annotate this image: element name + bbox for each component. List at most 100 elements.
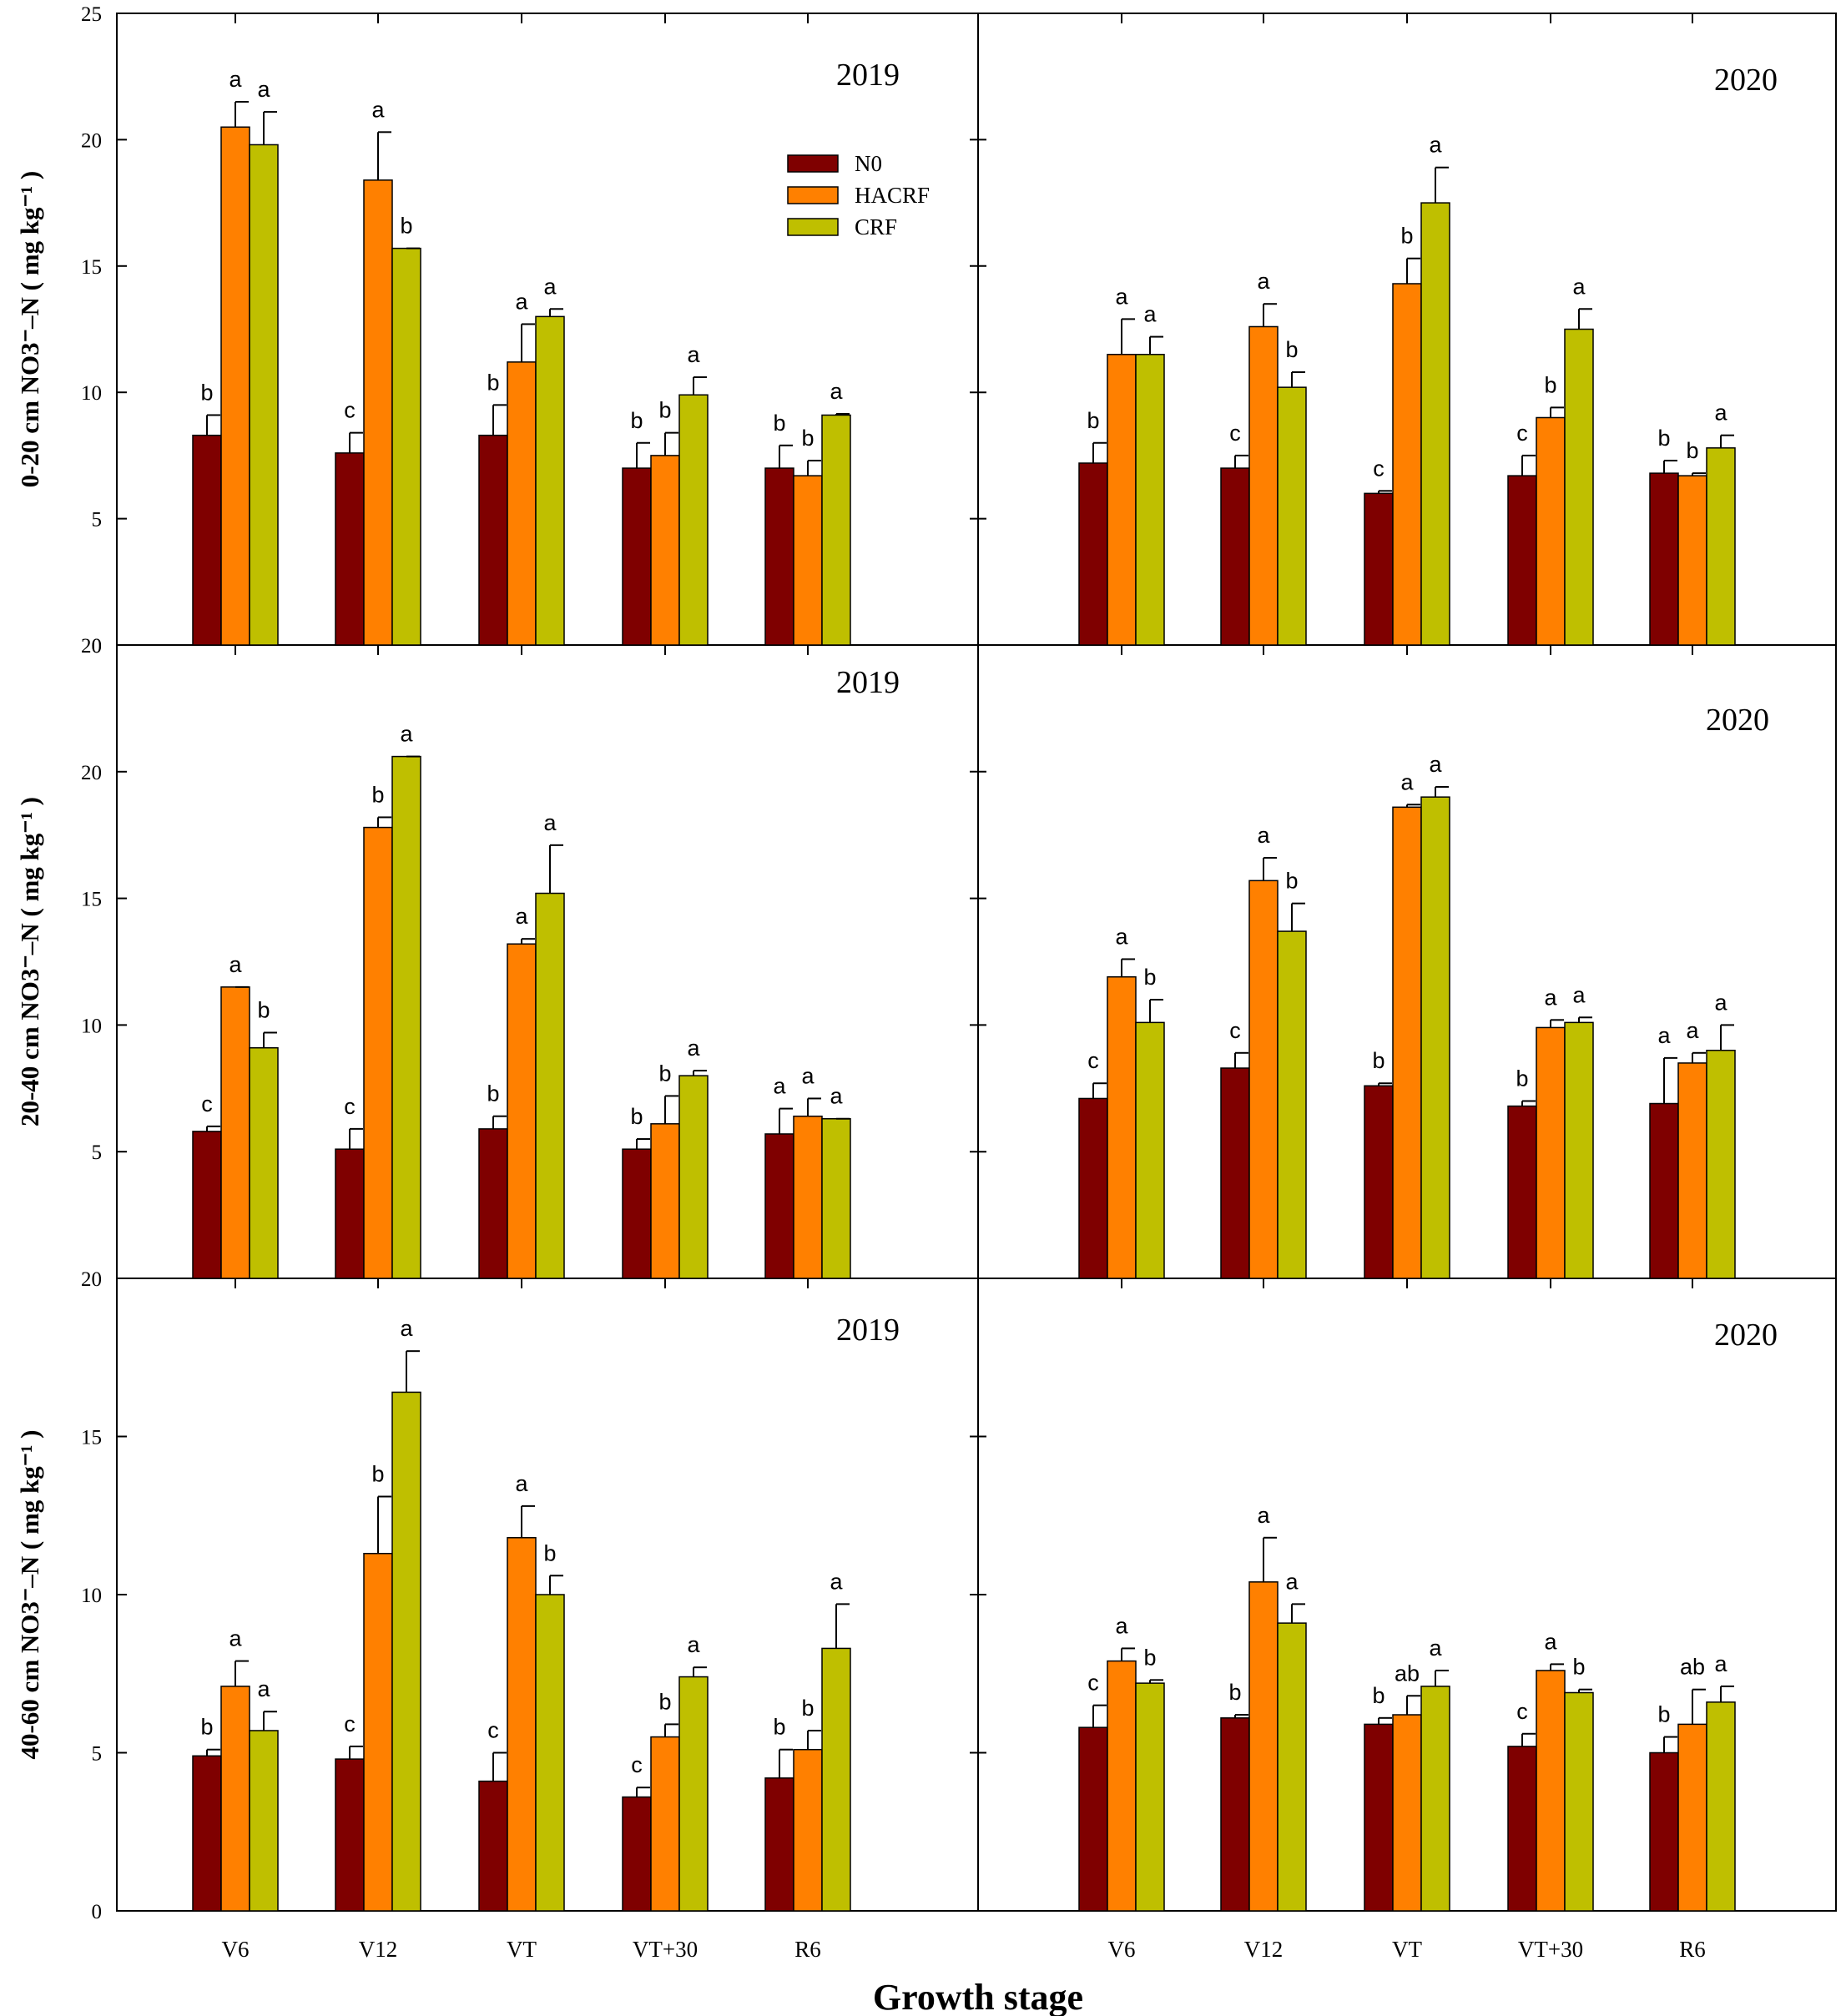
bar-HACRF-VT+30 xyxy=(650,1123,680,1279)
bar-CRF-V6 xyxy=(1135,354,1165,646)
bar-CRF-VT+30 xyxy=(1564,1691,1594,1912)
bar-N0-R6 xyxy=(764,1133,794,1279)
bar-HACRF-V6 xyxy=(1107,1660,1137,1912)
x-tick-label: VT+30 xyxy=(1518,1937,1583,1962)
significance-letter: a xyxy=(1714,1651,1727,1676)
significance-letter: a xyxy=(1257,269,1270,294)
significance-letter: c xyxy=(201,1091,213,1116)
bar-CRF-V12 xyxy=(391,1391,421,1912)
significance-letter: a xyxy=(229,1626,242,1651)
significance-letter: c xyxy=(1229,1018,1241,1043)
significance-letter: a xyxy=(229,952,242,977)
bar-HACRF-V6 xyxy=(1107,975,1137,1279)
x-tick-label: VT+30 xyxy=(633,1937,698,1962)
bar-N0-V6 xyxy=(1078,1726,1108,1912)
significance-letter: a xyxy=(830,379,843,404)
row-3: 0 5 10 15 40-60 cm NO3⁻–N ( mg kg⁻¹ ) 2019 b c c… xyxy=(15,1278,1778,1923)
significance-letter: a xyxy=(257,1676,270,1701)
significance-letter: b xyxy=(658,1689,671,1714)
significance-letter: a xyxy=(1572,274,1586,299)
legend-swatch-N0 xyxy=(787,154,839,173)
bar-N0-VT+30 xyxy=(1507,1105,1537,1279)
x-tick-label: V6 xyxy=(222,1937,250,1962)
bar-CRF-VT xyxy=(1420,202,1450,646)
significance-letter: a xyxy=(1143,302,1157,327)
significance-letter: b xyxy=(1143,965,1156,990)
bar-CRF-VT+30 xyxy=(1564,1021,1594,1279)
bar-N0-R6 xyxy=(764,467,794,646)
bar-HACRF-R6 xyxy=(793,1115,823,1279)
significance-letter: a xyxy=(400,722,413,747)
bar-HACRF-V6 xyxy=(220,1686,250,1912)
bar-N0-VT xyxy=(1364,492,1394,646)
significance-letter: a xyxy=(1657,1023,1671,1048)
panel-year-label: 2019 xyxy=(836,58,900,93)
bar-CRF-VT+30 xyxy=(678,1075,709,1279)
x-tick-label: R6 xyxy=(794,1937,821,1962)
y-axis-title: 20-40 cm NO3⁻–N ( mg kg⁻¹ ) xyxy=(15,797,44,1126)
bar-CRF-VT+30 xyxy=(678,1676,709,1912)
y-axis-title: 40-60 cm NO3⁻–N ( mg kg⁻¹ ) xyxy=(15,1429,44,1759)
y-tick-label: 5 xyxy=(92,1142,103,1164)
significance-letter: b xyxy=(200,1715,213,1740)
bar-N0-R6 xyxy=(1649,1751,1679,1912)
bar-HACRF-VT+30 xyxy=(650,1736,680,1912)
significance-letter: b xyxy=(257,998,270,1023)
significance-letter: b xyxy=(630,1104,643,1129)
legend-label: HACRF xyxy=(855,183,930,208)
significance-letter: a xyxy=(515,1471,528,1496)
bar-HACRF-V6 xyxy=(1107,354,1137,646)
significance-letter: b xyxy=(773,1715,785,1740)
bar-N0-VT xyxy=(1364,1085,1394,1279)
bar-N0-VT+30 xyxy=(622,467,652,646)
bar-N0-VT+30 xyxy=(622,1796,652,1912)
bar-N0-V6 xyxy=(192,434,222,646)
y-tick-label: 15 xyxy=(81,256,102,279)
significance-letter: a xyxy=(1115,1613,1128,1638)
bar-CRF-V12 xyxy=(1277,1622,1307,1912)
bar-N0-VT+30 xyxy=(1507,1746,1537,1912)
bar-N0-V6 xyxy=(192,1755,222,1912)
x-tick-label: VT xyxy=(507,1937,537,1962)
significance-letter: b xyxy=(1087,408,1099,433)
y-tick-label-overlap: 20 xyxy=(81,1268,102,1291)
significance-letter: b xyxy=(371,1462,384,1487)
bar-N0-V6 xyxy=(1078,1097,1108,1279)
significance-letter: a xyxy=(801,1063,815,1088)
bar-CRF-V12 xyxy=(391,755,421,1279)
significance-letter: b xyxy=(1143,1645,1156,1670)
bar-HACRF-R6 xyxy=(793,475,823,646)
bar-CRF-R6 xyxy=(821,1117,851,1279)
significance-letter: c xyxy=(1087,1671,1099,1696)
significance-letter: b xyxy=(1516,1066,1528,1091)
bar-N0-VT+30 xyxy=(622,1148,652,1279)
significance-letter: a xyxy=(1429,1635,1442,1661)
panel-year-label: 2019 xyxy=(836,1313,900,1348)
y-tick-label: 25 xyxy=(81,3,102,26)
panel-year-label: 2020 xyxy=(1714,63,1778,98)
significance-letter: a xyxy=(543,274,557,299)
bar-N0-V12 xyxy=(1220,1717,1250,1912)
panel-year-label: 2020 xyxy=(1714,1318,1778,1353)
significance-letter: a xyxy=(543,810,557,835)
x-tick-label: V12 xyxy=(1244,1937,1284,1962)
bar-N0-VT xyxy=(478,1780,508,1912)
significance-letter: b xyxy=(487,1081,499,1106)
significance-letter: a xyxy=(1714,990,1727,1015)
significance-letter: a xyxy=(400,1316,413,1341)
bar-N0-V6 xyxy=(1078,462,1108,646)
bar-CRF-VT+30 xyxy=(678,394,709,646)
significance-letter: ab xyxy=(1680,1655,1705,1680)
y-tick-label: 10 xyxy=(81,382,102,405)
significance-letter: c xyxy=(1516,421,1528,446)
significance-letter: b xyxy=(371,782,384,807)
bar-CRF-V6 xyxy=(249,1730,279,1912)
legend: N0 HACRF CRF xyxy=(787,151,930,239)
bar-HACRF-R6 xyxy=(1677,1723,1707,1912)
